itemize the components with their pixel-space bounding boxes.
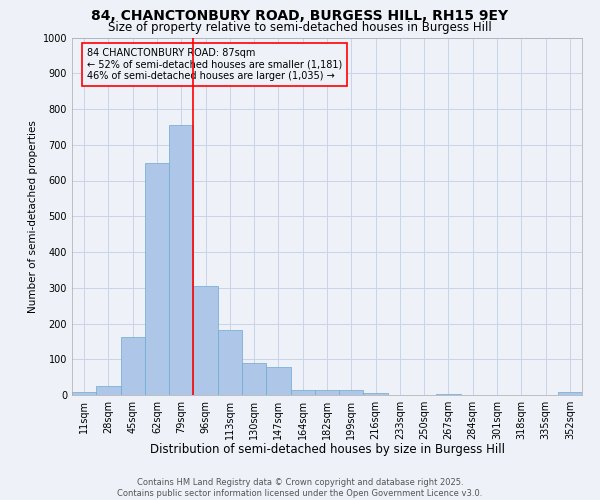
Text: Contains HM Land Registry data © Crown copyright and database right 2025.
Contai: Contains HM Land Registry data © Crown c… [118,478,482,498]
Bar [339,390,364,395]
Bar [218,330,242,395]
Bar [436,394,461,395]
Text: 84, CHANCTONBURY ROAD, BURGESS HILL, RH15 9EY: 84, CHANCTONBURY ROAD, BURGESS HILL, RH1… [91,9,509,23]
Bar [121,336,145,395]
Bar [169,125,193,395]
Text: 84 CHANCTONBURY ROAD: 87sqm
← 52% of semi-detached houses are smaller (1,181)
46: 84 CHANCTONBURY ROAD: 87sqm ← 52% of sem… [88,48,343,82]
Bar [193,286,218,395]
Bar [72,392,96,395]
Bar [96,386,121,395]
Bar [145,162,169,395]
Bar [242,363,266,395]
Text: Size of property relative to semi-detached houses in Burgess Hill: Size of property relative to semi-detach… [108,21,492,34]
Bar [290,390,315,395]
Bar [266,367,290,395]
Y-axis label: Number of semi-detached properties: Number of semi-detached properties [28,120,38,312]
Bar [558,392,582,395]
X-axis label: Distribution of semi-detached houses by size in Burgess Hill: Distribution of semi-detached houses by … [149,444,505,456]
Bar [364,393,388,395]
Bar [315,390,339,395]
